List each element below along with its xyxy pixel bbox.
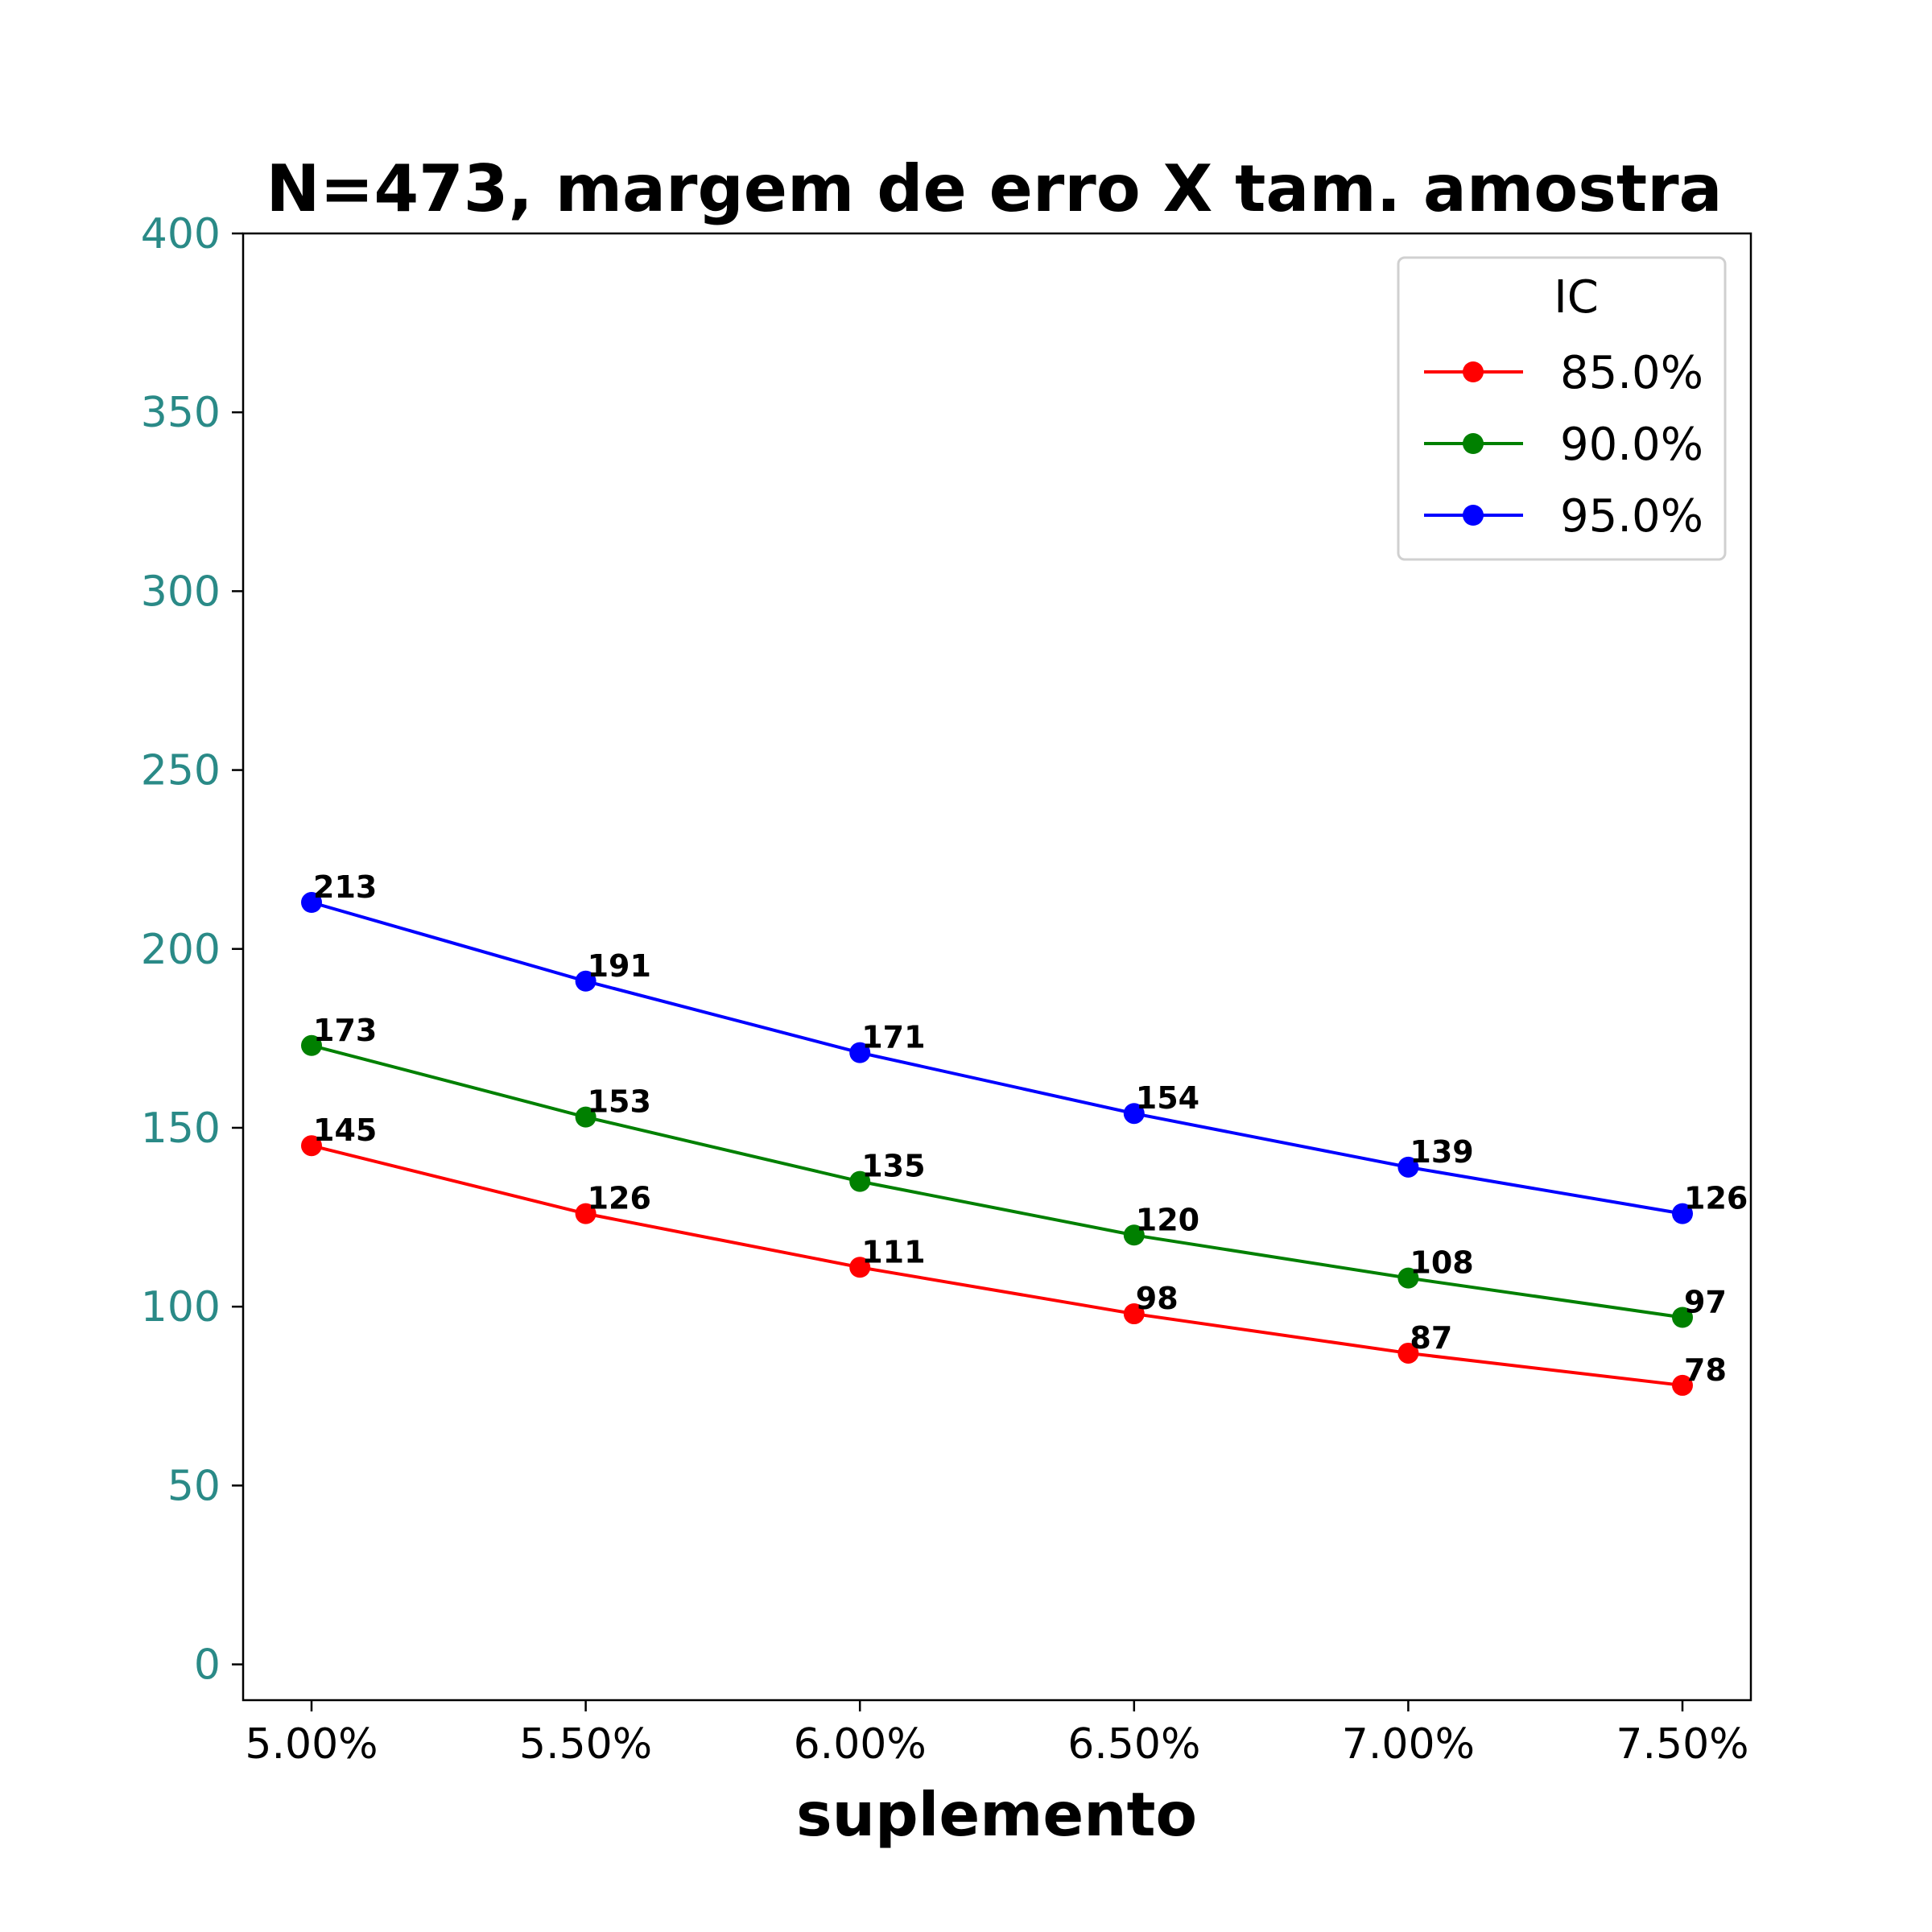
data-point [1672,1203,1693,1224]
data-label: 126 [588,1181,651,1216]
legend-title: IC [1554,271,1599,324]
data-label: 191 [588,948,651,984]
y-tick-label: 300 [141,568,221,616]
x-axis: 5.00% 5.50% 6.00% 6.50% 7.00% 7.50% [245,1700,1749,1769]
y-tick-label: 0 [194,1641,221,1690]
y-tick-label: 50 [167,1462,221,1510]
data-label: 126 [1684,1181,1748,1216]
legend-marker [1463,361,1484,382]
y-axis: 0 50 100 150 200 250 300 350 400 [141,210,243,1690]
data-point [575,1106,597,1128]
legend-box [1397,256,1727,561]
y-tick-label: 400 [141,210,221,258]
data-point [1397,1156,1419,1178]
legend-entry: 85.0% [1424,347,1703,399]
data-label: 173 [313,1013,377,1048]
data-point [1397,1267,1419,1289]
x-tick-label: 7.00% [1342,1720,1475,1769]
data-point [1672,1374,1693,1396]
plot-area [242,232,1752,1702]
data-point [301,892,322,914]
legend-entry: 95.0% [1424,490,1703,543]
data-point [1123,1103,1145,1125]
data-label: 171 [861,1020,925,1055]
data-label: 120 [1136,1202,1199,1237]
data-point [575,1203,597,1224]
x-axis-label: suplemento [796,1779,1197,1850]
x-tick-label: 5.00% [245,1720,378,1769]
data-point [1672,1307,1693,1328]
y-tick-label: 150 [141,1104,221,1153]
chart-title: N=473, margem de erro X tam. amostra [266,151,1722,226]
y-tick-label: 200 [141,926,221,974]
series-layer: 145 126 111 98 87 78 173 153 135 120 108 97 213 191 17… [301,869,1748,1396]
x-tick-label: 6.00% [794,1720,927,1769]
data-label: 139 [1410,1134,1473,1170]
legend: IC 85.0% 90.0% 95.0% [1397,256,1727,561]
data-label: 78 [1684,1352,1727,1388]
data-point [575,970,597,992]
data-label: 108 [1410,1245,1473,1281]
y-tick-label: 100 [141,1283,221,1331]
series-90.0%: 173 153 135 120 108 97 [301,1013,1727,1328]
data-label: 213 [313,869,377,905]
legend-label: 95.0% [1560,490,1703,543]
y-tick-label: 250 [141,747,221,795]
data-point [849,1257,871,1278]
data-label: 111 [861,1234,925,1269]
data-point [301,1034,322,1056]
x-tick-label: 7.50% [1616,1720,1748,1769]
data-point [1123,1224,1145,1246]
legend-label: 85.0% [1560,347,1703,399]
legend-marker [1463,505,1484,526]
data-point [301,1135,322,1157]
series-85.0%: 145 126 111 98 87 78 [301,1113,1727,1396]
data-point [849,1042,871,1063]
data-label: 98 [1136,1281,1179,1316]
data-label: 154 [1136,1080,1199,1116]
series-line [311,1144,1683,1387]
data-label: 145 [313,1113,377,1148]
legend-marker [1463,433,1484,454]
data-label: 97 [1684,1285,1727,1320]
data-point [1397,1342,1419,1364]
legend-label: 90.0% [1560,419,1703,471]
series-95.0%: 213 191 171 154 139 126 [301,869,1748,1224]
y-tick-label: 350 [141,389,221,437]
series-line [311,901,1683,1216]
data-label: 135 [861,1149,925,1184]
data-label: 153 [588,1084,651,1120]
data-label: 87 [1410,1320,1452,1356]
x-tick-label: 5.50% [519,1720,652,1769]
legend-entries: 85.0% 90.0% 95.0% [1424,347,1703,543]
data-point [1123,1303,1145,1325]
x-tick-label: 6.50% [1067,1720,1200,1769]
data-point [849,1170,871,1192]
legend-entry: 90.0% [1424,419,1703,471]
series-line [311,1043,1683,1319]
